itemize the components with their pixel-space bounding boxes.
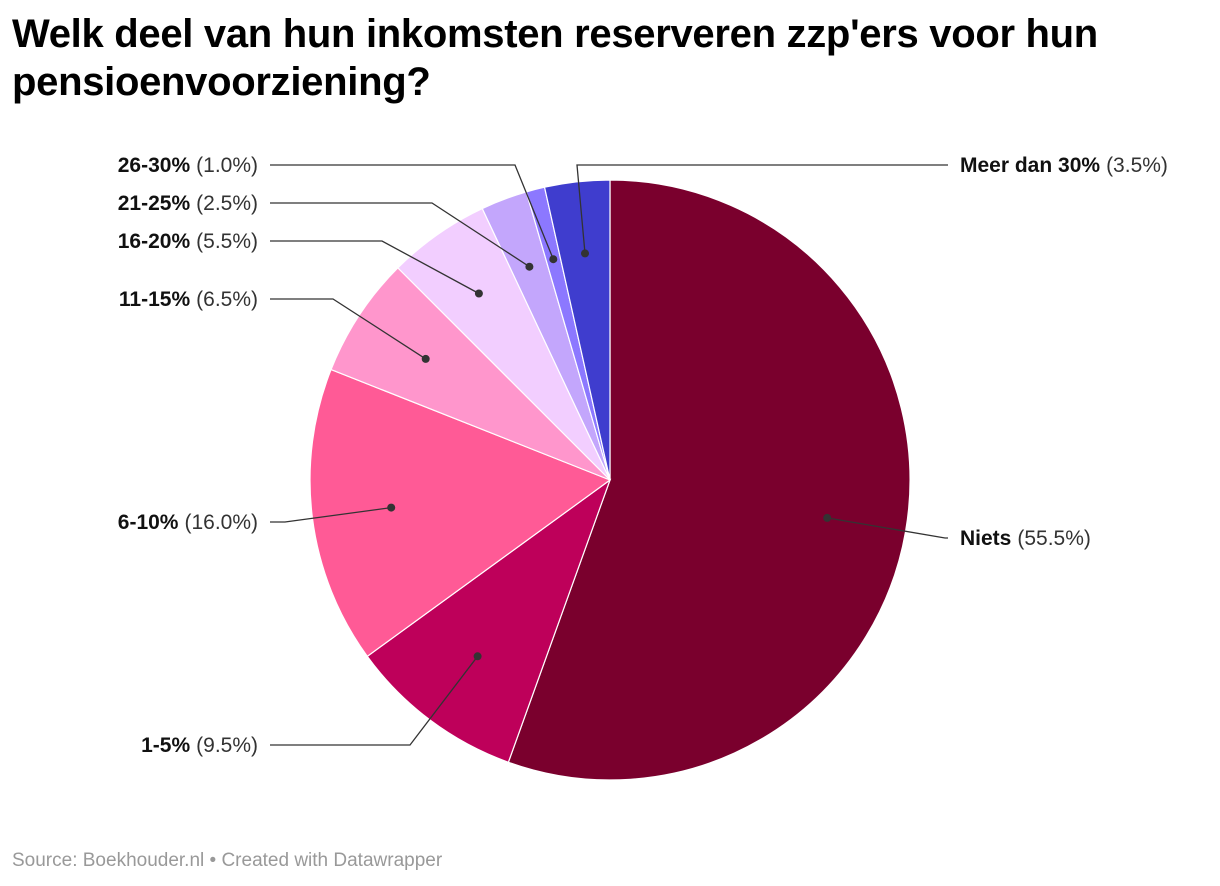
leader-line-11-15 [270, 298, 427, 360]
slice-label-value: (2.5%) [196, 192, 258, 215]
slice-label-name: 26-30% [118, 154, 191, 177]
slice-label-value: (5.5%) [196, 230, 258, 253]
leader-dot-11-15 [421, 354, 430, 363]
leader-dot-meer-dan-30 [581, 249, 589, 258]
slice-label-value: (3.5%) [1106, 154, 1168, 177]
slice-label-name: 6-10% [118, 511, 179, 534]
slice-label-name: 21-25% [118, 192, 191, 215]
slice-labels: Niets (55.5%) 1-5% (9.5%) 6-10% (16.0%) 11-15%… [118, 154, 1168, 757]
slice-label-value: (1.0%) [196, 154, 258, 177]
leader-lines [270, 164, 948, 746]
leader-line-16-20 [270, 240, 480, 295]
leader-line-21-25 [270, 202, 530, 268]
slice-label-11-15: 11-15% (6.5%) [119, 288, 258, 311]
leader-dot-26-30 [549, 255, 558, 264]
slice-label-21-25: 21-25% (2.5%) [118, 192, 258, 215]
slice-label-value: (55.5%) [1017, 527, 1091, 550]
slice-label-value: (9.5%) [196, 734, 258, 757]
slice-label-niets: Niets (55.5%) [960, 527, 1091, 550]
leader-line-6-10 [270, 506, 392, 523]
slice-label-name: Meer dan 30% [960, 154, 1100, 177]
leader-line-meer-dan-30 [576, 164, 948, 254]
chart-title: Welk deel van hun inkomsten reserveren z… [12, 12, 1098, 104]
slice-label-name: Niets [960, 527, 1011, 550]
pie-slice-meer-dan-30 [543, 179, 611, 481]
leader-dot-16-20 [474, 289, 483, 298]
slice-label-meer-dan-30: Meer dan 30% (3.5%) [960, 154, 1168, 177]
leader-line-26-30 [270, 164, 554, 260]
leader-dot-6-10 [387, 503, 396, 512]
slice-label-26-30: 26-30% (1.0%) [118, 154, 258, 177]
slice-label-value: (16.0%) [184, 511, 258, 534]
slice-label-6-10: 6-10% (16.0%) [118, 511, 258, 534]
leader-line-niets [827, 517, 948, 539]
slice-label-16-20: 16-20% (5.5%) [118, 230, 258, 253]
slice-label-value: (6.5%) [196, 288, 258, 311]
slice-label-name: 1-5% [141, 734, 190, 757]
slice-label-1-5: 1-5% (9.5%) [141, 734, 258, 757]
leader-dot-21-25 [525, 262, 534, 271]
leader-line-1-5 [270, 655, 479, 746]
pie-slice-6-10 [309, 368, 612, 658]
source-note: Source: Boekhouder.nl • Created with Dat… [12, 850, 443, 871]
pie-slices [309, 179, 911, 781]
leader-dot-niets [823, 513, 832, 522]
leader-dot-1-5 [473, 652, 482, 661]
slice-label-name: 16-20% [118, 230, 191, 253]
slice-label-name: 11-15% [119, 288, 191, 311]
